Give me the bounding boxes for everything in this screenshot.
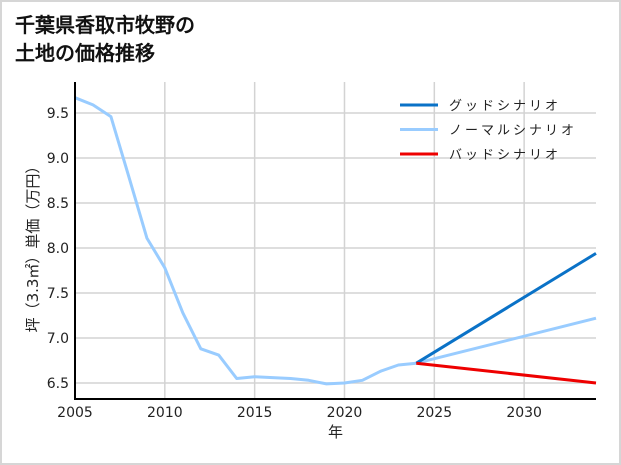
y-tick-label: 9.0	[47, 151, 69, 167]
series-line	[416, 361, 597, 385]
title-line-1: 千葉県香取市牧野の	[15, 13, 195, 37]
legend-label: グッドシナリオ	[449, 99, 561, 114]
x-tick-label: 2025	[416, 405, 452, 421]
x-tick-label: 2015	[237, 405, 273, 421]
title-line-2: 土地の価格推移	[15, 41, 155, 65]
legend-label: バッドシナリオ	[449, 148, 561, 163]
y-tick-label: 8.5	[47, 196, 69, 212]
x-tick-label: 2030	[506, 405, 542, 421]
series-line	[415, 252, 597, 365]
y-tick-label: 7.0	[47, 331, 69, 347]
series-line	[74, 96, 597, 386]
y-tick-label: 9.5	[47, 106, 69, 122]
y-tick-label: 7.5	[47, 286, 69, 302]
legend-label: ノーマルシナリオ	[449, 124, 577, 139]
x-axis-label: 年	[328, 423, 343, 441]
chart-title: 千葉県香取市牧野の 土地の価格推移	[15, 11, 195, 67]
y-axis-label: 坪（3.3㎡）単価（万円）	[24, 159, 42, 333]
y-tick-label: 8.0	[47, 241, 69, 257]
x-tick-label: 2010	[147, 405, 183, 421]
x-tick-label: 2020	[327, 405, 363, 421]
x-tick-label: 2005	[57, 405, 93, 421]
y-tick-label: 6.5	[47, 376, 69, 392]
